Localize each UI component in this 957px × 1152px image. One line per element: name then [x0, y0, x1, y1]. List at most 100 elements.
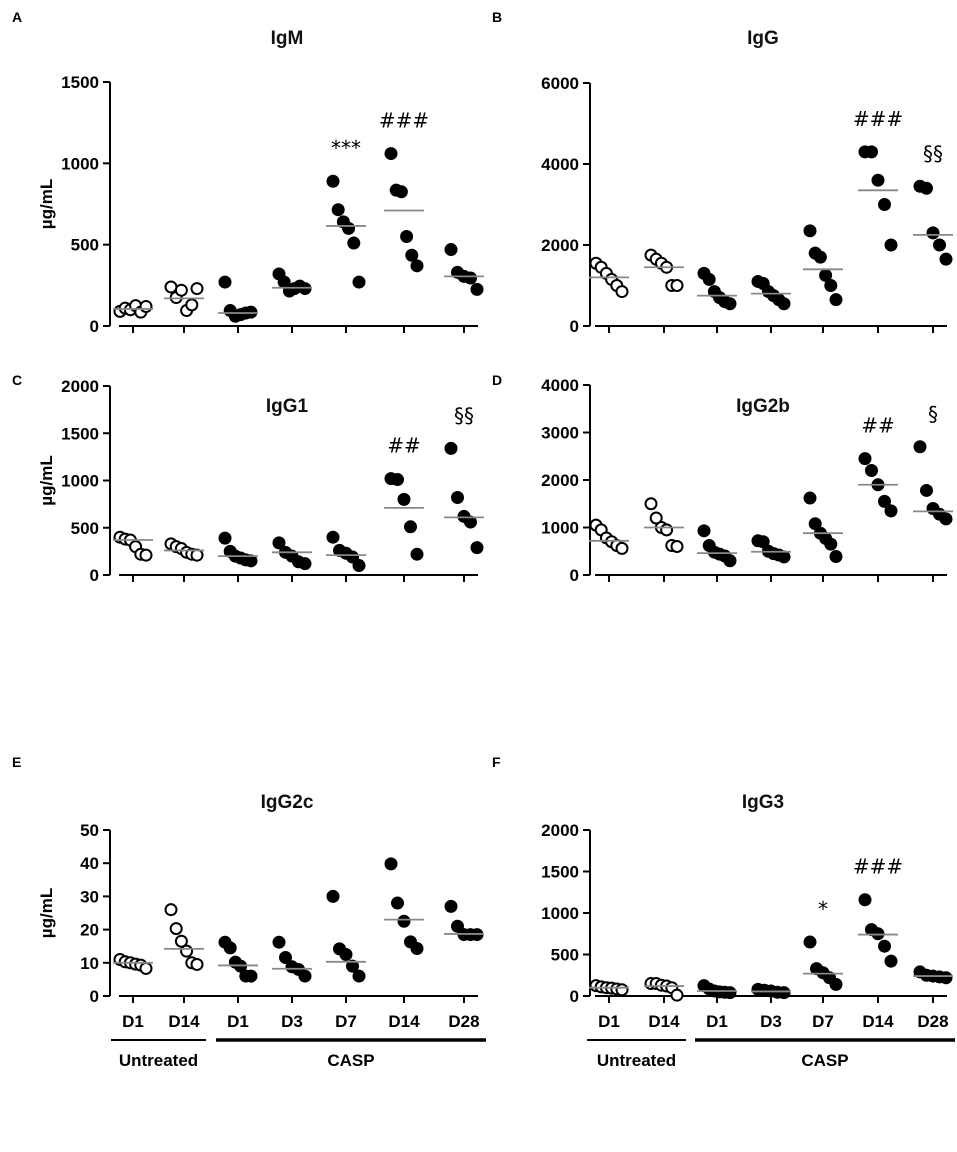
data-point — [871, 173, 885, 187]
significance-marker: ## — [861, 414, 895, 438]
data-point — [933, 238, 946, 252]
data-point — [451, 919, 464, 933]
x-category-label: D1 — [122, 1012, 144, 1031]
data-point — [279, 950, 292, 964]
data-point — [410, 259, 424, 273]
data-point — [185, 298, 199, 312]
y-tick-label: 0 — [90, 987, 99, 1006]
data-point — [444, 441, 458, 455]
y-tick-label: 4000 — [541, 155, 579, 174]
panel-label-c: C — [12, 372, 22, 388]
data-point — [272, 536, 286, 550]
data-point — [326, 530, 340, 544]
data-point — [464, 271, 477, 285]
data-point — [829, 293, 843, 307]
y-tick-label: 500 — [551, 946, 579, 965]
y-tick-label: 1000 — [541, 519, 579, 538]
data-point — [926, 226, 940, 240]
data-point — [824, 279, 838, 292]
data-point — [939, 512, 953, 526]
data-point — [615, 285, 629, 299]
y-tick-label: 500 — [71, 236, 99, 255]
significance-marker: § — [928, 402, 938, 426]
x-category-label: D14 — [862, 1012, 894, 1031]
significance-marker: * — [818, 897, 828, 921]
significance-marker: §§ — [454, 403, 474, 427]
y-tick-label: 0 — [570, 317, 579, 336]
data-point — [410, 547, 424, 561]
data-point — [756, 535, 770, 549]
data-point — [884, 954, 898, 968]
group-label-untreated: Untreated — [119, 1051, 198, 1070]
data-point — [803, 491, 817, 505]
y-tick-label: 1500 — [541, 863, 579, 882]
panel-label-a: A — [12, 9, 22, 25]
data-point — [858, 893, 872, 907]
data-point — [803, 935, 817, 949]
data-point — [180, 944, 194, 958]
data-point — [218, 531, 232, 545]
panel-f: F IgG3 0 500 1000 1500 2000 * ### D1 D14 D1 D3 D7 D14 D… — [492, 754, 955, 1070]
data-point — [298, 557, 312, 571]
data-point — [391, 473, 404, 487]
data-point — [339, 948, 353, 961]
data-point — [164, 903, 178, 917]
data-point — [649, 511, 663, 525]
x-category-label: D14 — [168, 1012, 200, 1031]
y-tick-label: 30 — [80, 887, 99, 906]
y-tick-label: 2000 — [541, 821, 579, 840]
significance-marker: ### — [379, 109, 429, 133]
data-point — [878, 198, 891, 211]
data-point — [670, 988, 684, 1002]
y-tick-label: 1500 — [61, 424, 99, 443]
y-tick-label: 1000 — [61, 154, 99, 173]
data-point — [660, 523, 674, 537]
significance-marker: ### — [853, 855, 903, 879]
data-point — [723, 986, 737, 1000]
panel-c: C IgG1 0 500 1000 1500 2000 µg/mL ## §§ — [12, 372, 484, 585]
data-point — [878, 494, 891, 508]
data-point — [394, 185, 408, 199]
data-point — [813, 250, 827, 264]
data-point — [174, 283, 188, 297]
data-point — [470, 282, 484, 296]
data-point — [397, 492, 411, 506]
data-point — [174, 934, 188, 948]
data-point — [777, 550, 791, 564]
x-category-label: D14 — [388, 1012, 420, 1031]
data-point — [384, 147, 398, 161]
data-point — [352, 275, 366, 289]
y-tick-label: 0 — [570, 987, 579, 1006]
data-point — [470, 541, 484, 555]
y-tick-label: 0 — [570, 566, 579, 585]
y-tick-label: 500 — [71, 519, 99, 538]
panel-title: IgM — [271, 28, 304, 49]
y-axis-label: µg/mL — [37, 455, 56, 505]
data-point — [670, 540, 684, 553]
data-point — [139, 961, 153, 975]
x-category-label: D1 — [598, 1012, 620, 1031]
data-point — [347, 236, 361, 250]
data-point — [777, 297, 791, 311]
x-category-label: D7 — [335, 1012, 357, 1031]
data-point — [644, 497, 658, 511]
data-point — [803, 224, 817, 238]
x-category-label: D1 — [706, 1012, 728, 1031]
data-point — [164, 280, 178, 294]
data-point — [865, 145, 878, 159]
data-point — [223, 941, 237, 955]
x-category-label: D28 — [448, 1012, 479, 1031]
data-point — [702, 272, 716, 286]
y-tick-label: 1000 — [61, 472, 99, 491]
data-point — [139, 548, 153, 562]
group-label-untreated: Untreated — [597, 1051, 676, 1070]
panel-d: D IgG2b 0 1000 2000 3000 4000 ## § — [492, 372, 953, 585]
data-point — [829, 977, 843, 991]
panel-title: IgG1 — [266, 396, 309, 417]
y-tick-label: 2000 — [61, 377, 99, 396]
data-point — [824, 537, 838, 551]
x-category-label: D14 — [648, 1012, 680, 1031]
y-tick-label: 0 — [90, 566, 99, 585]
data-point — [298, 969, 312, 983]
